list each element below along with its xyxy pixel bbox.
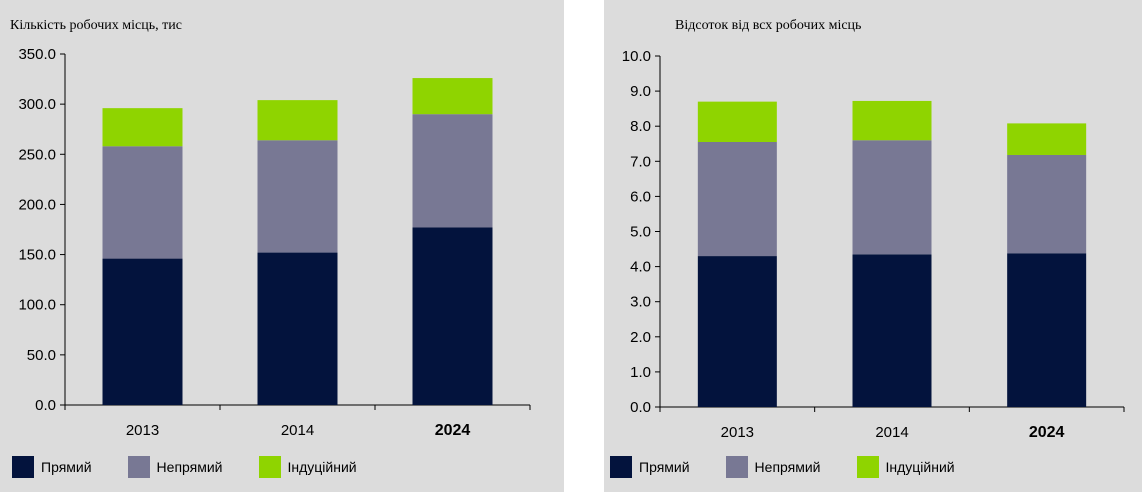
- legend-label-indirect: Непрямий: [156, 459, 223, 475]
- y-tick-label: 0.0: [630, 399, 651, 416]
- bar-indirect-2024: [1007, 154, 1087, 254]
- x-category-label: 2014: [281, 422, 314, 439]
- y-tick-label: 1.0: [630, 364, 651, 381]
- bar-direct-2014: [257, 252, 338, 405]
- chart-panel-share: Відсоток від всх робочих місць 0.0 1.0 2.0 3…: [604, 0, 1142, 492]
- y-tick-label: 250.0: [18, 146, 56, 163]
- bar-induced-2024: [1007, 123, 1087, 155]
- legend-label-indirect: Непрямий: [754, 459, 821, 475]
- x-category-label: 2024: [1029, 424, 1065, 441]
- y-tick-label: 9.0: [630, 83, 651, 100]
- bar-direct-2013: [102, 258, 183, 405]
- bar-indirect-2013: [102, 146, 183, 259]
- y-tick-label: 300.0: [18, 96, 56, 113]
- bar-indirect-2014: [257, 140, 338, 253]
- x-category-label: 2024: [435, 422, 471, 439]
- x-category-label: 2013: [126, 422, 159, 439]
- y-tick-label: 2.0: [630, 329, 651, 346]
- legend-label-direct: Прямий: [639, 459, 690, 475]
- chart-panel-jobs: Кількість робочих місць, тис 0.0 50.0 100.0…: [0, 0, 564, 492]
- y-tick-label: 10.0: [622, 48, 651, 65]
- bar-indirect-2013: [697, 141, 777, 257]
- legend-item-induced: Індуційний: [856, 456, 955, 478]
- legend-item-direct: Прямий: [12, 456, 92, 478]
- x-category-label: 2014: [875, 424, 908, 441]
- bar-direct-2013: [697, 256, 777, 407]
- bar-indirect-2014: [852, 140, 932, 255]
- legend-swatch-indirect: [725, 456, 748, 478]
- y-tick-label: 4.0: [630, 259, 651, 276]
- legend-swatch-direct: [610, 456, 632, 478]
- bar-direct-2014: [852, 254, 932, 407]
- y-tick-label: 100.0: [18, 297, 56, 314]
- bar-direct-2024: [1007, 253, 1087, 407]
- y-tick-label: 6.0: [630, 188, 651, 205]
- y-tick-label: 3.0: [630, 294, 651, 311]
- y-tick-label: 8.0: [630, 118, 651, 135]
- y-tick-label: 5.0: [630, 224, 651, 241]
- y-tick-label: 350.0: [18, 46, 56, 63]
- legend-label-direct: Прямий: [41, 459, 92, 475]
- legend-swatch-induced: [258, 456, 281, 478]
- bar-induced-2014: [852, 100, 932, 141]
- legend-item-indirect: Непрямий: [127, 456, 223, 478]
- y-tick-label: 50.0: [27, 347, 56, 364]
- legend: Прямий Непрямий Індуційний: [12, 456, 393, 478]
- bar-induced-2014: [257, 100, 338, 141]
- bar-indirect-2024: [412, 114, 493, 228]
- bar-induced-2024: [412, 78, 493, 115]
- legend-item-direct: Прямий: [610, 456, 690, 478]
- legend-label-induced: Індуційний: [287, 459, 357, 475]
- legend-label-induced: Індуційний: [885, 459, 955, 475]
- legend: Прямий Непрямий Індуційний: [610, 456, 991, 478]
- y-tick-label: 200.0: [18, 196, 56, 213]
- legend-item-indirect: Непрямий: [725, 456, 821, 478]
- legend-swatch-direct: [12, 456, 34, 478]
- x-category-label: 2013: [721, 424, 754, 441]
- chart-jobs-count: Кількість робочих місць, тис 0.0 50.0 100.0…: [10, 18, 531, 439]
- y-tick-label: 7.0: [630, 153, 651, 170]
- y-tick-label: 150.0: [18, 247, 56, 264]
- legend-swatch-indirect: [127, 456, 150, 478]
- legend-item-induced: Індуційний: [258, 456, 357, 478]
- bar-induced-2013: [697, 101, 777, 142]
- bar-induced-2013: [102, 108, 183, 147]
- bar-direct-2024: [412, 227, 493, 405]
- legend-swatch-induced: [856, 456, 879, 478]
- y-axis-label: Відсоток від всх робочих місць: [675, 18, 861, 33]
- y-axis-label: Кількість робочих місць, тис: [10, 18, 182, 33]
- chart-jobs-share: Відсоток від всх робочих місць 0.0 1.0 2.0 3…: [622, 18, 1125, 441]
- y-tick-label: 0.0: [35, 397, 56, 414]
